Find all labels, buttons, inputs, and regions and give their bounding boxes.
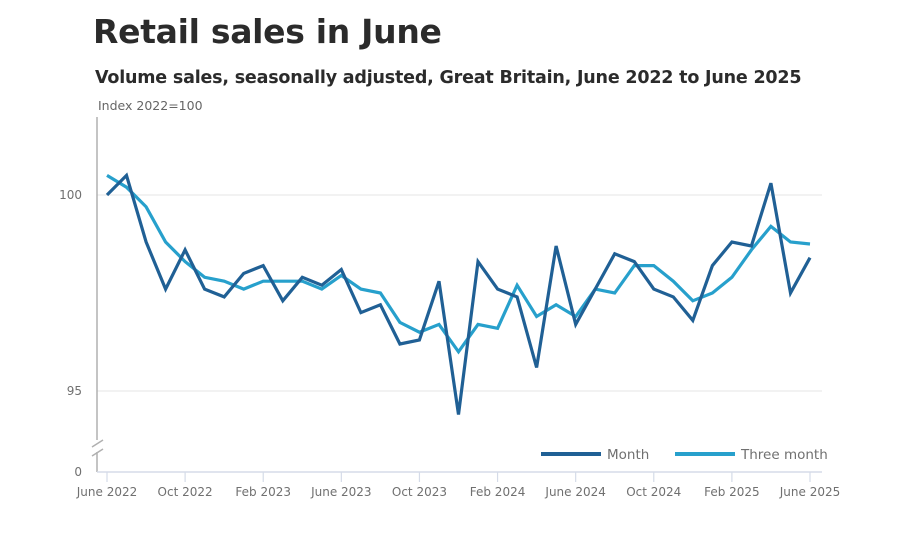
x-tick-label: Oct 2023 xyxy=(392,485,447,499)
x-tick-label: June 2024 xyxy=(544,485,606,499)
series-line-three-month xyxy=(106,174,811,355)
legend: Month Three month xyxy=(541,447,828,463)
x-tick-label: Oct 2024 xyxy=(626,485,681,499)
x-tick-label: June 2023 xyxy=(310,485,372,499)
legend-label: Month xyxy=(607,447,649,463)
y-tick-label: 0 xyxy=(74,465,82,479)
y-axis-label: Index 2022=100 xyxy=(98,98,203,113)
y-axis-ticks: 100 95 0 xyxy=(59,188,82,479)
x-tick-label: Feb 2025 xyxy=(704,485,760,499)
x-tick-label: Feb 2023 xyxy=(235,485,291,499)
y-tick-label: 100 xyxy=(59,188,82,202)
x-tick-label: Feb 2024 xyxy=(470,485,526,499)
chart-title: Retail sales in June xyxy=(93,12,442,51)
y-tick-label: 95 xyxy=(67,384,82,398)
series-lines xyxy=(105,172,812,415)
x-axis-ticks: June 2022 Oct 2022 Feb 2023 June 2023 Oct 20… xyxy=(76,472,841,499)
x-tick-label: June 2022 xyxy=(76,485,138,499)
chart-subtitle: Volume sales, seasonally adjusted, Great… xyxy=(95,68,802,88)
series-line-month xyxy=(105,172,812,415)
axis-break-mark xyxy=(91,439,104,448)
x-tick-label: Oct 2022 xyxy=(158,485,213,499)
x-tick-label: June 2025 xyxy=(779,485,841,499)
legend-label: Three month xyxy=(740,447,828,463)
axis-break-mark xyxy=(91,448,104,457)
gridlines xyxy=(97,194,822,392)
axes xyxy=(91,117,822,473)
